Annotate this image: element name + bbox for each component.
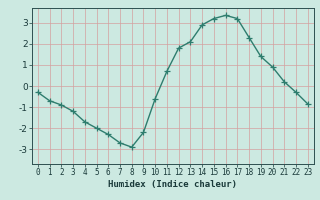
X-axis label: Humidex (Indice chaleur): Humidex (Indice chaleur) (108, 180, 237, 189)
